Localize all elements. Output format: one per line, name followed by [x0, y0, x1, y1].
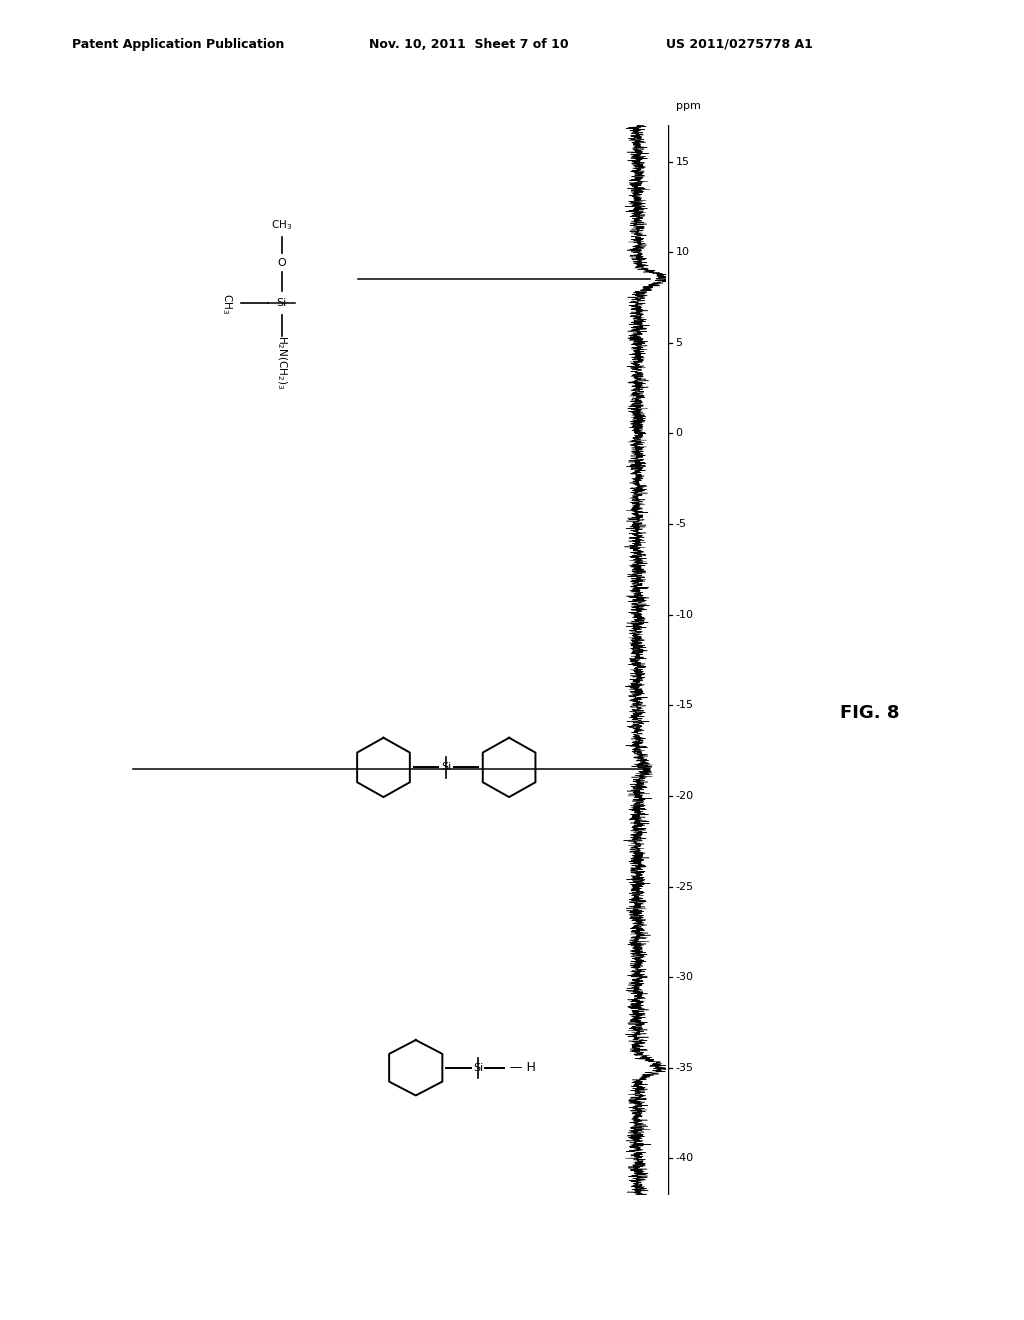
Text: — H: — H [510, 1061, 536, 1074]
Text: O: O [278, 257, 286, 268]
Text: -10: -10 [676, 610, 693, 619]
Text: H$_2$N(CH$_2$)$_3$: H$_2$N(CH$_2$)$_3$ [274, 335, 289, 389]
Text: 5: 5 [676, 338, 683, 348]
Text: FIG. 8: FIG. 8 [840, 704, 899, 722]
Text: -20: -20 [676, 791, 694, 801]
Text: CH$_3$: CH$_3$ [220, 293, 233, 314]
Text: -40: -40 [676, 1154, 694, 1163]
Text: Nov. 10, 2011  Sheet 7 of 10: Nov. 10, 2011 Sheet 7 of 10 [369, 37, 568, 50]
Text: Si: Si [441, 763, 452, 772]
Text: -35: -35 [676, 1063, 693, 1073]
Text: 0: 0 [676, 429, 683, 438]
Text: 10: 10 [676, 247, 689, 257]
Text: US 2011/0275778 A1: US 2011/0275778 A1 [666, 37, 812, 50]
Text: Si: Si [276, 298, 287, 308]
Text: CH$_3$: CH$_3$ [271, 218, 292, 232]
Text: -30: -30 [676, 972, 693, 982]
Text: -5: -5 [676, 519, 687, 529]
Text: ppm: ppm [676, 100, 700, 111]
Text: Si: Si [473, 1063, 483, 1073]
Text: 15: 15 [676, 157, 689, 166]
Text: -15: -15 [676, 701, 693, 710]
Text: Patent Application Publication: Patent Application Publication [72, 37, 284, 50]
Text: -25: -25 [676, 882, 694, 891]
